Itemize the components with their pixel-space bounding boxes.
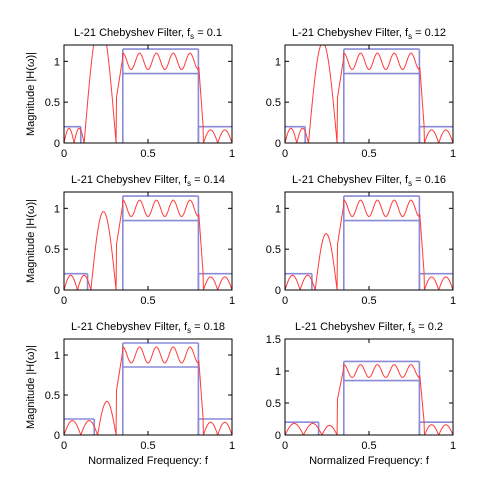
response-curve: [285, 364, 453, 435]
x-tick-label: 0: [61, 440, 67, 452]
x-tick-label: 1: [450, 295, 456, 307]
response-curve: [64, 199, 232, 290]
y-axis-label: Magnitude |H(ω)|: [25, 199, 37, 283]
y-tick-label: 0: [275, 430, 281, 442]
x-tick-label: 1: [450, 440, 456, 452]
response-curve: [64, 45, 232, 143]
x-tick-label: 0: [61, 295, 67, 307]
spec-mask: [285, 195, 453, 290]
chart-panel-5: 0 0.5 1 0 0.5 1 L-21 Chebyshev Filter, fs = 0.…: [25, 321, 235, 467]
y-tick-label: 0.5: [266, 97, 281, 109]
x-tick-label: 0: [282, 440, 288, 452]
y-tick-label: 0: [54, 285, 60, 297]
plot-frame: [284, 191, 454, 291]
response-curve: [285, 45, 453, 143]
y-axis-label: Magnitude |H(ω)|: [25, 52, 37, 136]
chart-title: L-21 Chebyshev Filter, fs = 0.14: [71, 174, 225, 188]
y-tick-label: 0: [275, 285, 281, 297]
x-tick-label: 0: [61, 148, 67, 160]
x-tick-label: 0.5: [140, 148, 155, 160]
x-axis-label: Normalized Frequency: f: [88, 455, 209, 467]
plot-frame: [63, 44, 233, 144]
x-tick-label: 0.5: [140, 440, 155, 452]
x-tick-label: 0.5: [361, 295, 376, 307]
chart-panel-4: 0 0.5 1 0 0.5 1 L-21 Chebyshev Filter, fs = 0.…: [266, 174, 456, 307]
chart-title: L-21 Chebyshev Filter, fs = 0.2: [295, 321, 443, 335]
y-tick-label: 1: [275, 366, 281, 378]
spec-mask: [285, 48, 453, 143]
response-curve: [64, 346, 232, 435]
chart-panel-2: 0 0.5 1 0 0.5 1 L-21 Chebyshev Filter, fs = 0.…: [266, 27, 456, 160]
spec-mask: [64, 195, 232, 290]
x-tick-label: 1: [450, 148, 456, 160]
x-tick-label: 0: [282, 148, 288, 160]
y-tick-label: 1: [275, 56, 281, 68]
y-tick-label: 0.5: [45, 390, 60, 402]
y-tick-label: 0.5: [266, 398, 281, 410]
y-tick-label: 0: [54, 138, 60, 150]
y-tick-label: 0: [275, 138, 281, 150]
x-tick-label: 1: [229, 440, 235, 452]
y-tick-label: 0: [54, 430, 60, 442]
y-tick-label: 1: [54, 350, 60, 362]
chart-title: L-21 Chebyshev Filter, fs = 0.18: [71, 321, 225, 335]
y-tick-label: 0.5: [45, 97, 60, 109]
x-tick-label: 0.5: [140, 295, 155, 307]
y-tick-label: 0.5: [266, 244, 281, 256]
y-tick-label: 1: [275, 203, 281, 215]
x-tick-label: 0.5: [361, 148, 376, 160]
x-tick-label: 1: [229, 148, 235, 160]
y-tick-label: 1: [54, 56, 60, 68]
chart-panel-6: 0 0.5 1 0 0.5 1 1.5 L-21 Chebyshev Filter, fs =…: [266, 321, 456, 467]
spec-mask: [285, 360, 453, 435]
y-tick-label: 1: [54, 203, 60, 215]
chart-panel-3: 0 0.5 1 0 0.5 1 L-21 Chebyshev Filter, fs = 0.…: [25, 174, 235, 307]
y-tick-label: 1.5: [266, 334, 281, 346]
x-tick-label: 0.5: [361, 440, 376, 452]
x-tick-label: 0: [282, 295, 288, 307]
chart-title: L-21 Chebyshev Filter, fs = 0.16: [292, 174, 446, 188]
y-axis-label: Magnitude |H(ω)|: [25, 345, 37, 429]
x-axis-label: Normalized Frequency: f: [309, 455, 430, 467]
y-tick-label: 0.5: [45, 244, 60, 256]
x-tick-label: 1: [229, 295, 235, 307]
chart-title: L-21 Chebyshev Filter, fs = 0.12: [292, 27, 446, 41]
chart-panel-1: 0 0.5 1 0 0.5 1 L-21 Chebyshev Filter, fs = 0.…: [25, 27, 235, 160]
chart-title: L-21 Chebyshev Filter, fs = 0.1: [74, 27, 222, 41]
response-curve: [285, 199, 453, 290]
spec-mask: [64, 342, 232, 435]
plot-frame: [63, 191, 233, 291]
plot-frame: [284, 338, 454, 436]
spec-mask: [64, 48, 232, 143]
